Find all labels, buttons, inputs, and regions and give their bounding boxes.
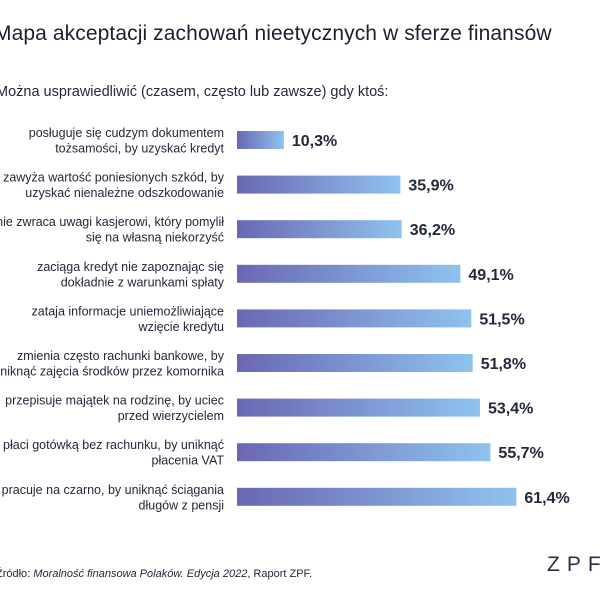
bar (237, 354, 473, 372)
bar (237, 220, 402, 239)
bar-value-label: 55,7% (498, 445, 543, 462)
bars-group: 10,3% posługuje się cudzym dokumentem tożs… (0, 126, 570, 512)
category-label-line: płacenia VAT (152, 454, 225, 468)
category-label-line: nie zwraca uwagi kasjerowi, który pomyli… (0, 215, 224, 229)
category-label-line: wzięcie kredytu (138, 320, 224, 334)
bar-value-label: 51,8% (481, 356, 526, 373)
bar-value-label: 51,5% (479, 311, 524, 328)
category-label-line: uzyskać nienależne odszkodowanie (25, 186, 224, 200)
bar (237, 131, 284, 149)
source-prefix: Źródło: (0, 568, 31, 580)
bar-chart: 10,3% posługuje się cudzym dokumentem tożs… (0, 126, 570, 512)
bar-value-label: 49,1% (468, 267, 513, 284)
bar (237, 443, 491, 462)
zpf-logo: ZPF (547, 553, 600, 576)
category-label-line: zawyża wartość poniesionych szkód, by (3, 171, 225, 185)
category-label-line: dokładnie z warunkami spłaty (61, 275, 225, 289)
category-label-line: tożsamości, by uzyskać kredyt (55, 142, 224, 156)
category-label: zmienia często rachunki bankowe, by unikn… (0, 349, 225, 379)
category-label: przepisuje majątek na rodzinę, by uciec p… (5, 394, 224, 424)
category-label: zataja informacje uniemożliwiające wzięci… (32, 304, 224, 334)
category-label-line: przepisuje majątek na rodzinę, by uciec (5, 394, 224, 408)
source-title: Moralność finansowa Polaków. Edycja 2022 (33, 568, 248, 580)
bar-value-label: 53,4% (488, 401, 533, 418)
bar-value-label: 10,3% (292, 133, 337, 150)
category-label: zaciąga kredyt nie zapoznając się dokładn… (37, 260, 225, 290)
category-label-line: posługuje się cudzym dokumentem (29, 126, 224, 140)
source-note: Źródło: Moralność finansowa Polaków. Edy… (0, 568, 312, 580)
bar-value-label: 35,9% (408, 178, 453, 195)
category-label: posługuje się cudzym dokumentem tożsamośc… (29, 126, 225, 156)
category-label-line: pracuje na czarno, by uniknąć ściągania (2, 483, 224, 497)
bar (237, 309, 472, 328)
chart-title: Mapa akceptacji zachowań nieetycznych w … (0, 22, 552, 45)
category-label: płaci gotówką bez rachunku, by uniknąć pł… (3, 438, 224, 468)
category-label: nie zwraca uwagi kasjerowi, który pomyli… (0, 215, 224, 245)
category-label-line: płaci gotówką bez rachunku, by uniknąć (3, 438, 224, 452)
bar (237, 398, 480, 417)
bar-value-label: 61,4% (524, 490, 569, 507)
category-label-line: zaciąga kredyt nie zapoznając się (37, 260, 224, 274)
category-label-line: uniknąć zajęcia środków przez komornika (0, 365, 224, 379)
category-label: zawyża wartość poniesionych szkód, by uzy… (3, 171, 225, 201)
bar (237, 175, 401, 194)
category-label-line: się na własną niekorzyść (86, 231, 224, 245)
category-label-line: zataja informacje uniemożliwiające (32, 304, 224, 318)
chart-subtitle: Można usprawiedliwić (czasem, często lub… (0, 84, 389, 100)
bar-value-label: 36,2% (410, 222, 455, 239)
bar (237, 487, 517, 506)
category-label-line: przed wierzycielem (118, 409, 224, 423)
bar (237, 264, 461, 283)
category-label-line: zmienia często rachunki bankowe, by (17, 349, 225, 363)
category-label: pracuje na czarno, by uniknąć ściągania d… (2, 483, 224, 513)
category-label-line: długów z pensji (139, 498, 224, 512)
source-suffix: , Raport ZPF. (247, 568, 313, 580)
